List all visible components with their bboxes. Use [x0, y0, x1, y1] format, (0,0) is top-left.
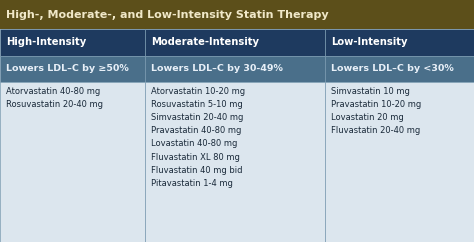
- Text: Moderate-Intensity: Moderate-Intensity: [151, 37, 259, 47]
- Text: Lowers LDL–C by <30%: Lowers LDL–C by <30%: [331, 64, 454, 74]
- Text: Lowers LDL–C by 30-49%: Lowers LDL–C by 30-49%: [151, 64, 283, 74]
- Text: Low-Intensity: Low-Intensity: [331, 37, 407, 47]
- FancyBboxPatch shape: [145, 82, 325, 242]
- FancyBboxPatch shape: [0, 56, 145, 82]
- FancyBboxPatch shape: [145, 56, 325, 82]
- FancyBboxPatch shape: [325, 29, 474, 56]
- Text: Simvastatin 10 mg
Pravastatin 10-20 mg
Lovastatin 20 mg
Fluvastatin 20-40 mg: Simvastatin 10 mg Pravastatin 10-20 mg L…: [331, 87, 421, 135]
- Text: High-Intensity: High-Intensity: [6, 37, 86, 47]
- FancyBboxPatch shape: [325, 56, 474, 82]
- FancyBboxPatch shape: [325, 82, 474, 242]
- FancyBboxPatch shape: [0, 0, 474, 29]
- Text: Atorvastatin 40-80 mg
Rosuvastatin 20-40 mg: Atorvastatin 40-80 mg Rosuvastatin 20-40…: [6, 87, 103, 109]
- FancyBboxPatch shape: [145, 29, 325, 56]
- FancyBboxPatch shape: [0, 82, 145, 242]
- Text: Lowers LDL–C by ≥50%: Lowers LDL–C by ≥50%: [6, 64, 129, 74]
- Text: High-, Moderate-, and Low-Intensity Statin Therapy: High-, Moderate-, and Low-Intensity Stat…: [6, 9, 329, 20]
- FancyBboxPatch shape: [0, 29, 145, 56]
- Text: Atorvastatin 10-20 mg
Rosuvastatin 5-10 mg
Simvastatin 20-40 mg
Pravastatin 40-8: Atorvastatin 10-20 mg Rosuvastatin 5-10 …: [151, 87, 245, 188]
